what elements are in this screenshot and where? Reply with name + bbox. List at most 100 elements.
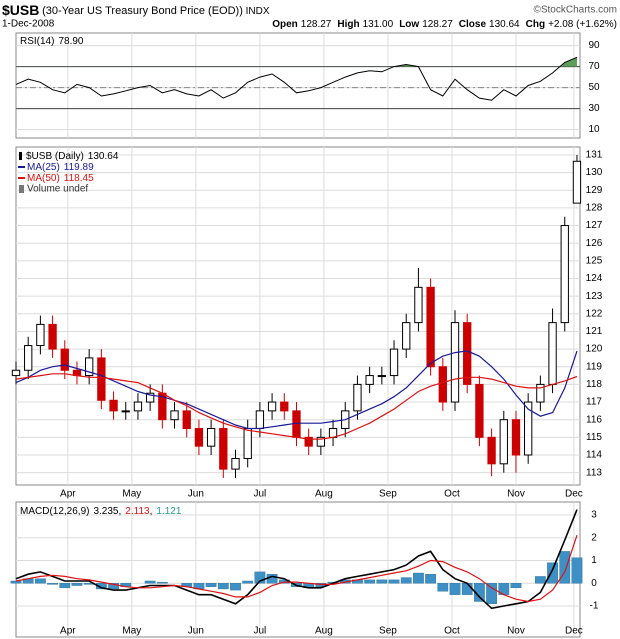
y-tick-label: 70 [588,61,600,72]
x-tick-label: Nov [507,489,525,500]
candle-body [145,392,155,403]
y-tick-label: 118 [586,379,602,390]
candle-body [97,357,106,401]
histogram-bar [376,579,388,584]
quote: Open 128.27 High 131.00 Low 128.27 Close 130.64… [272,19,617,30]
x-tick-label: May [122,489,141,500]
candle-body [487,436,496,465]
candle-body [243,428,252,460]
candle-body [11,369,21,377]
y-tick-label: 129 [586,185,603,196]
histogram-bar [108,583,119,590]
quote-value: 130.64 [489,19,520,30]
legend: MACD(12,26,9) 3.235, 2.113, 1.121 [20,506,182,517]
candle-body [85,357,94,377]
histogram-bar [474,583,485,602]
quote-label: Open [272,19,298,30]
y-tick-label: 90 [588,40,600,51]
x-tick-label: Aug [315,489,333,500]
date: 1-Dec-2008 [2,19,55,30]
y-tick-label: 3 [591,510,597,521]
x-tick-label: Jul [253,489,266,500]
y-tick-label: 0 [591,578,597,589]
histogram-bar [461,583,473,595]
candle-body [267,401,277,412]
legend-value: 118.45 [64,173,94,184]
candle-body [572,160,582,204]
histogram-bar [547,562,558,584]
histogram-bar [559,551,571,584]
candle-body [109,399,118,412]
y-tick-label: 126 [586,238,603,249]
histogram-bar [437,583,449,592]
candle-body [36,323,45,347]
x-tick-label: May [122,626,141,637]
legend-separator: , [119,506,122,517]
quote-value: +2.08 (+1.62%) [548,19,617,30]
candle-body [438,366,447,403]
x-tick-label: Apr [60,626,76,637]
histogram-bar [35,578,46,584]
histogram-bar [217,583,229,590]
candle-body [450,322,460,403]
y-tick-label: 115 [586,432,602,443]
histogram-bar [388,579,400,584]
x-tick-label: Nov [507,626,525,637]
y-tick-label: 117 [586,397,602,408]
y-tick-label: 10 [588,124,600,135]
candle-body [426,286,435,368]
series-line [15,373,578,440]
legend: $USB (Daily) 130.64 [26,151,119,162]
y-tick-label: 131 [586,150,603,161]
x-tick-label: Sep [379,489,397,500]
histogram-bar [230,583,241,591]
histogram-bar [400,577,412,584]
y-tick-label: 30 [588,103,600,114]
candle-body [182,410,191,430]
y-tick-label: -1 [590,601,599,612]
candle-body [560,225,569,324]
y-tick-label: 1 [591,555,597,566]
quote-value: 128.27 [422,19,453,30]
x-tick-label: Aug [315,626,333,637]
x-tick-label: Apr [60,489,76,500]
quote-label: High [337,19,359,30]
series-line [15,509,578,610]
histogram-bar [71,583,83,586]
quote-value: 128.27 [301,19,332,30]
credit: ©StockCharts.com [533,5,617,16]
legend-value: 119.89 [64,162,94,173]
x-tick-label: Jun [188,626,204,637]
series-line [15,350,578,430]
chart-header: $USB (30-Year US Treasury Bond Price (EO… [2,2,270,18]
candle-body [548,322,557,385]
legend-label: MA(50) [27,173,60,184]
histogram-bar [47,583,58,585]
candle-body [414,286,423,324]
x-tick-label: Dec [565,489,583,500]
candle-body [255,410,265,430]
histogram-bar [205,583,217,587]
candle-body [463,322,472,385]
histogram-bar [364,579,376,584]
legend: MA(25) 119.89 [27,162,94,173]
legend-label: RSI(14) [20,36,54,47]
legend: MA(50) 118.45 [27,173,94,184]
histogram-bar [156,581,168,584]
legend-icon [19,152,22,160]
histogram-bar [144,580,156,584]
quote-label: Low [399,19,419,30]
exchange: INDX [246,6,270,17]
y-tick-label: 2 [591,532,597,543]
candle-body [353,383,362,412]
candle-body [536,383,545,403]
y-tick-label: 119 [586,361,602,372]
x-tick-label: Jun [188,489,204,500]
candle-body [365,375,374,385]
y-tick-label: 121 [586,326,603,337]
legend-separator: , [150,506,153,517]
y-tick-label: 113 [586,467,602,478]
y-tick-label: 127 [586,220,603,231]
legend: RSI(14) 78.90 [20,36,84,47]
